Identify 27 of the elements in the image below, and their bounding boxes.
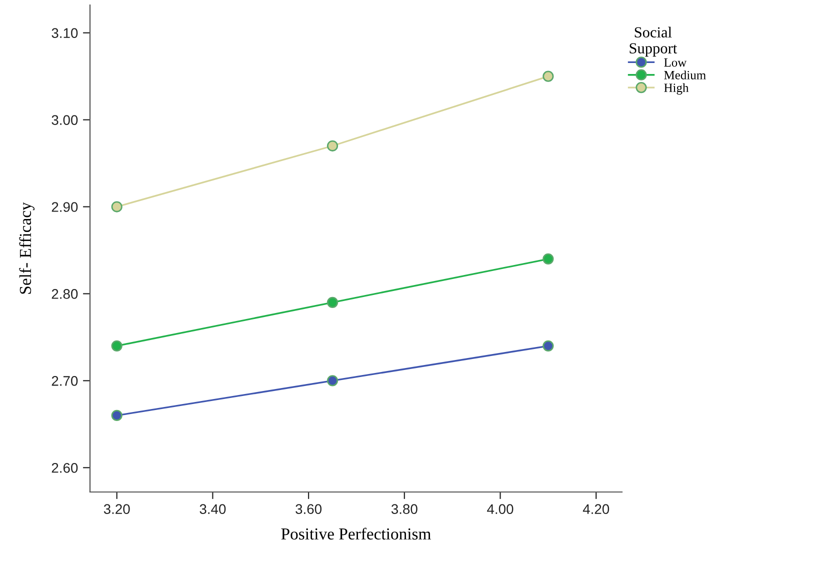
y-tick-label: 2.70 [52,376,78,386]
point [542,340,554,352]
x-tick-label: 3.60 [296,504,322,514]
y-tick-label: 2.60 [52,462,78,473]
point [111,410,122,422]
x-tick-label: 3.40 [200,504,226,514]
legend-label: Low [664,58,687,67]
x-axis-title: Positive Perfectionism [281,528,431,540]
legend-label: Medium [664,70,706,80]
y-tick-label: 2.80 [52,289,78,299]
legend-label: High [664,83,689,95]
point [111,201,122,212]
point [542,253,554,264]
x-tick-label: 3.80 [391,504,418,514]
y-tick-label: 3.10 [52,28,78,38]
x-tick-label: 3.20 [104,504,130,514]
point [111,340,122,352]
legend-title: Social Support [630,26,678,57]
x-tick-label: 4.20 [582,504,610,514]
y-tick-label: 2.90 [52,202,78,212]
point [326,375,338,386]
y-axis-title: Self- Efficacy [19,202,34,294]
point [542,70,554,82]
point [326,296,338,308]
x-tick-label: 4.00 [487,504,514,514]
y-tick-label: 3.00 [52,115,78,125]
point [326,140,338,152]
